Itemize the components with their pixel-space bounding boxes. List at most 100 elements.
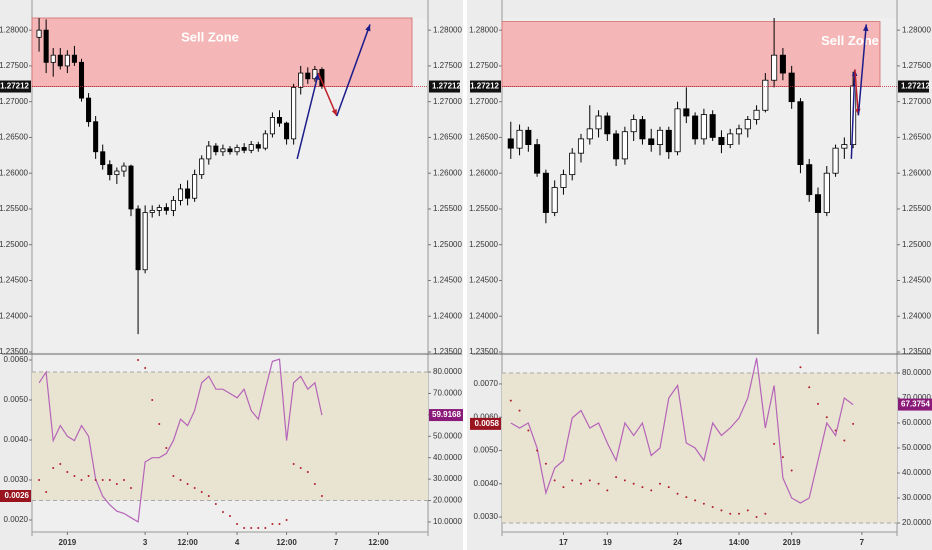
indicator-dot [243,527,246,529]
indicator-dot [623,479,626,482]
indicator-value-box [0,490,31,502]
y2-tick-label: 20.0000 [902,518,931,527]
candle-body [709,114,716,138]
indicator-dot [144,367,147,369]
x-tick-label: 12:00 [177,538,198,547]
y2-tick-label: 70.0000 [433,389,462,398]
indicator-dot [509,399,512,402]
indicator-dot [214,503,217,505]
y-tick-label: 1.23500 [469,347,498,356]
y-tick-label: 1.24000 [433,311,462,320]
indicator-dot [790,469,793,472]
indicator-dot [257,527,260,529]
indicator-dot [720,509,723,512]
indicator-dot [200,491,203,493]
y-tick-label: 1.27500 [0,61,29,70]
candle-body [213,145,219,153]
indicator-dot [825,416,828,419]
candle-body [71,54,77,63]
y-tick-label: 1.24000 [469,311,498,320]
indicator-dot [606,489,609,492]
y-tick-label: 0.0050 [474,446,499,455]
indicator-dot [122,479,125,481]
y-tick-label: 1.25500 [902,204,931,213]
indicator-dot [632,482,635,485]
y-tick-label: 1.26000 [0,168,29,177]
indicator-dot [236,523,239,525]
sell-zone-label: Sell Zone [181,29,239,44]
y2-tick-label: 50.0000 [902,443,931,452]
indicator-dot [38,479,41,481]
candle-body [534,144,541,174]
indicator-dot [536,449,539,452]
indicator-line [38,358,323,523]
candle-body [192,174,198,199]
indicator-dot [292,463,295,465]
y-tick-label: 1.27000 [902,97,931,106]
arrow-line [854,69,860,116]
y-tick-label: 1.24500 [433,276,462,285]
indicator-dot [834,429,837,432]
indicator-dot [271,523,274,525]
indicator-value-label: 67.3754 [901,400,930,409]
candle-body [227,148,233,153]
candle-body [832,147,839,174]
candle-body [841,144,848,149]
y-tick-label: 1.28000 [0,25,29,34]
y-tick-label: 1.27500 [902,61,931,70]
candle-body [284,122,290,140]
indicator-dot [729,512,732,515]
y-tick-label: 1.27500 [433,61,462,70]
arrow-line [850,69,856,159]
y-tick-label: 1.23500 [433,347,462,356]
candle-body [128,165,134,210]
indicator-dot [73,475,76,477]
indicator-value-label: 0.0058 [475,419,500,428]
indicator-dot [799,366,802,369]
candle-body [114,170,120,176]
x-tick-label: 7 [334,538,339,547]
indicator-dot [158,423,161,425]
sell-zone [31,17,413,87]
indicator-value-label: 0.0026 [5,491,30,500]
indicator-dot [278,523,281,525]
candle-body [269,117,275,135]
y-tick-label: 1.24500 [902,276,931,285]
candle-body [762,79,769,111]
indicator-dot [101,479,104,481]
indicator-dot [299,467,302,469]
y-tick-label: 1.24000 [902,311,931,320]
candle-body [100,151,106,166]
candle-body [542,172,549,213]
candle-body [753,109,760,120]
candle-body [700,114,707,140]
candle-body [177,188,184,201]
y-tick-label: 1.23500 [0,347,29,356]
candle-body [156,207,162,211]
candle-body [621,131,628,160]
indicator-dot [45,491,48,493]
candle-body [814,194,822,213]
candle-body [36,29,42,38]
y-tick-label: 0.0030 [474,512,499,521]
indicator-dot [264,527,267,529]
candle-body [551,187,558,213]
indicator-dot [588,479,591,482]
y2-tick-label: 30.0000 [433,474,462,483]
x-tick-label: 2019 [783,538,801,547]
indicator-dot [94,479,97,481]
y-tick-label: 0.0060 [4,355,29,364]
indicator-dot [66,471,69,473]
candle-body [185,188,191,199]
y-tick-label: 1.25000 [469,240,498,249]
indicator-dot [285,519,288,521]
y-tick-label: 1.25000 [0,240,29,249]
indicator-dot [659,482,661,485]
arrow-line [336,24,371,117]
y2-tick-label: 30.0000 [902,493,931,502]
candle-body [683,108,690,117]
candle-body [516,129,523,149]
indicator-value-box [898,398,932,411]
candle-body [50,54,56,63]
x-tick-label: 7 [860,538,865,547]
